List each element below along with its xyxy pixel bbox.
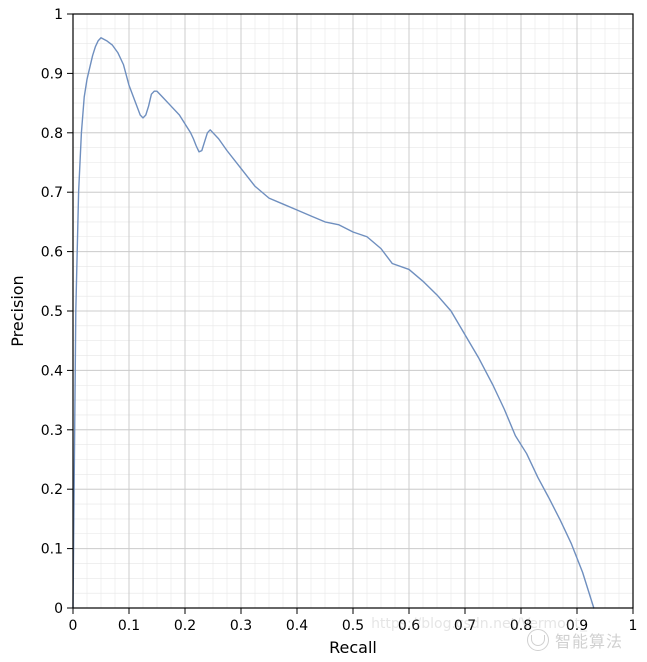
- ytick-label: 0.7: [41, 185, 63, 201]
- pr-chart-svg: 0 0.1 0.2 0.3 0.4 0.5 0.6 0.7 0.8 0.9 1 0 0.1 0.2 0.3 0…: [0, 0, 647, 662]
- ytick-label: 0.5: [41, 304, 63, 320]
- ytick-label: 0.1: [41, 542, 63, 558]
- ytick-label: 0.8: [41, 126, 63, 142]
- ytick-label: 0.3: [41, 423, 63, 439]
- ytick-label: 0.9: [41, 66, 63, 82]
- xtick-label: 0.9: [566, 618, 588, 634]
- xtick-label: 1: [629, 618, 638, 634]
- pr-chart-root: 0 0.1 0.2 0.3 0.4 0.5 0.6 0.7 0.8 0.9 1 0 0.1 0.2 0.3 0…: [0, 0, 647, 662]
- ytick-label: 1: [54, 7, 63, 23]
- ytick-label: 0.4: [41, 363, 63, 379]
- ytick-label: 0: [54, 601, 63, 617]
- xtick-label: 0.4: [286, 618, 308, 634]
- xtick-label: 0.3: [230, 618, 252, 634]
- xtick-label: 0.7: [454, 618, 476, 634]
- xtick-label: 0.8: [510, 618, 532, 634]
- y-axis-label: Precision: [8, 275, 27, 346]
- x-axis-label: Recall: [329, 638, 377, 657]
- xtick-label: 0.5: [342, 618, 364, 634]
- ytick-label: 0.6: [41, 245, 63, 261]
- ytick-label: 0.2: [41, 482, 63, 498]
- xtick-label: 0.2: [174, 618, 196, 634]
- xtick-label: 0.6: [398, 618, 420, 634]
- xtick-label: 0: [69, 618, 78, 634]
- xtick-label: 0.1: [118, 618, 140, 634]
